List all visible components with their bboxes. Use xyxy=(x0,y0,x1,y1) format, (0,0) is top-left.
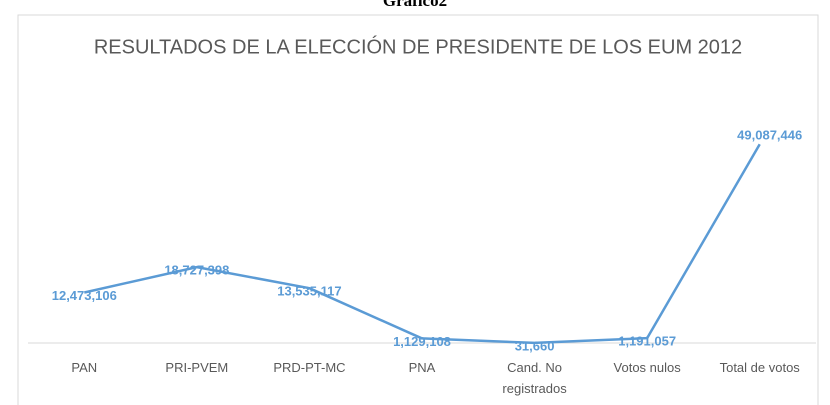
data-label: 1,191,057 xyxy=(618,334,676,349)
x-tick-label: PNA xyxy=(408,360,436,375)
page-title: Gráfico2 xyxy=(382,0,448,10)
data-label: 31,660 xyxy=(515,338,555,353)
data-label: 13,535,117 xyxy=(277,284,341,299)
line xyxy=(84,143,761,345)
x-tick-label: Votos nulos xyxy=(613,360,681,375)
data-label: 1,129,108 xyxy=(393,334,451,349)
x-tick-label: Total de votos xyxy=(719,360,800,375)
x-tick-label: PAN xyxy=(71,360,98,375)
chart-title: RESULTADOS DE LA ELECCIÓN DE PRESIDENTE … xyxy=(94,35,742,58)
x-tick-label: PRI-PVEM xyxy=(165,360,229,375)
x-tick-label: Cand. No registrados xyxy=(502,360,567,396)
x-tick-label: PRD-PT-MC xyxy=(273,360,346,375)
data-label: 49,087,446 xyxy=(737,128,802,143)
chart-frame xyxy=(17,14,819,405)
data-label: 12,473,106 xyxy=(52,288,117,303)
data-label: 18,727,398 xyxy=(164,263,229,278)
